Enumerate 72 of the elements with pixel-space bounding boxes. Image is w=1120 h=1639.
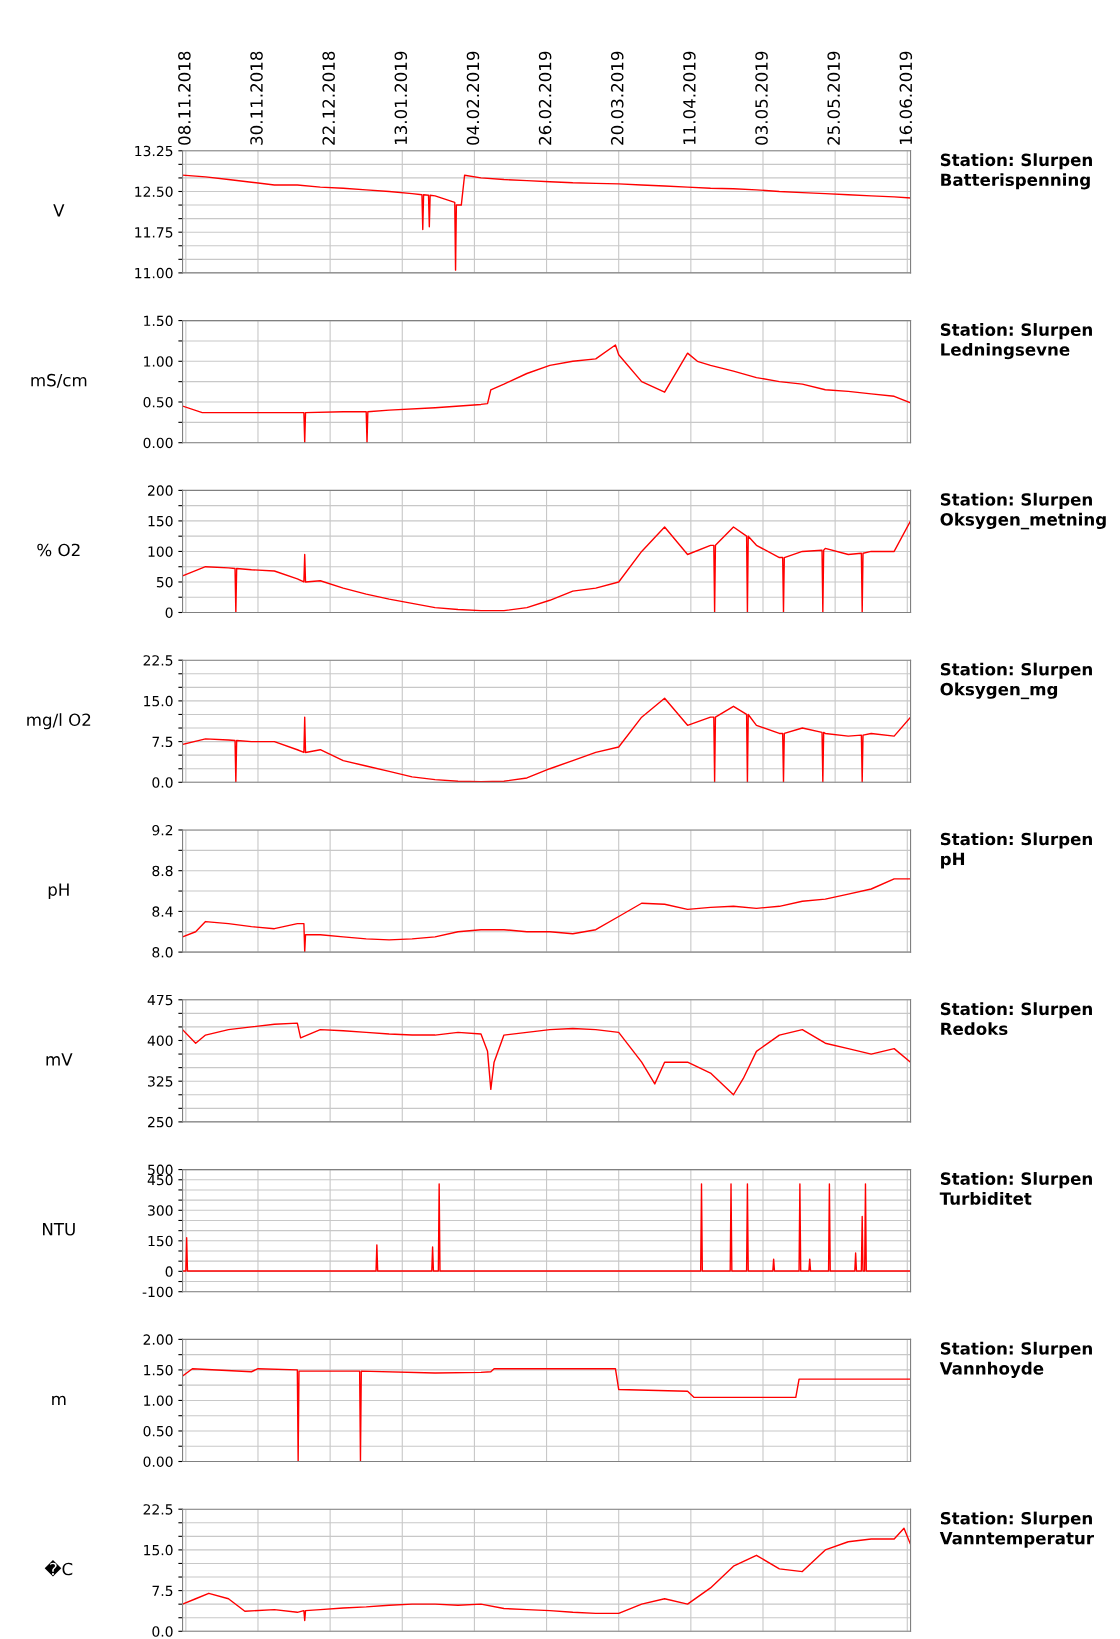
- line-series: [182, 1527, 911, 1622]
- x-tick-label: 03.05.2019: [755, 51, 768, 145]
- y-tick-label: 12.50: [135, 186, 173, 197]
- y-tick-label: 2.00: [143, 1334, 173, 1345]
- x-tick-label: 25.05.2019: [827, 51, 840, 145]
- y-tick-label: 15.0: [144, 695, 173, 707]
- line-series: [182, 1022, 911, 1096]
- text: Station: Slurpen Ledningsevne: [940, 323, 1092, 360]
- y-tick-label: 450: [147, 1174, 173, 1186]
- y-axis-title: V: [53, 204, 65, 217]
- y-axis-title: pH: [48, 883, 69, 900]
- y-tick-label: 0: [165, 1266, 173, 1277]
- x-tick-label: 20.03.2019: [610, 51, 624, 145]
- y-tick-label: 1.00: [144, 1395, 173, 1406]
- y-tick-label: 8.8: [152, 865, 173, 877]
- y-tick-label: -100: [142, 1286, 173, 1298]
- y-tick-label: 0.00: [143, 437, 173, 449]
- y-tick-label: 7.5: [152, 736, 173, 748]
- y-tick-label: 11.00: [135, 267, 173, 279]
- y-tick-label: 1.50: [144, 315, 173, 327]
- y-tick-label: 7.5: [152, 1585, 173, 1597]
- y-tick-label: 50: [156, 576, 173, 588]
- text: Station: Slurpen Batterispenning: [940, 153, 1092, 190]
- y-tick-label: 150: [148, 515, 173, 527]
- line-series: [182, 1183, 911, 1272]
- y-tick-label: 325: [148, 1076, 173, 1087]
- y-axis-title: mg/l O2: [27, 713, 91, 730]
- y-tick-label: 1.00: [144, 356, 173, 367]
- y-tick-label: 0.0: [152, 1626, 173, 1637]
- text: Station: Slurpen pH: [940, 832, 1092, 869]
- y-tick-label: 15.0: [144, 1544, 173, 1556]
- y-tick-label: 0.00: [143, 1456, 173, 1467]
- y-axis-title: NTU: [43, 1223, 75, 1236]
- y-tick-label: 1.50: [144, 1364, 173, 1376]
- y-tick-label: 22.5: [143, 1504, 173, 1515]
- y-axis-title: m: [52, 1395, 66, 1406]
- y-tick-label: 250: [148, 1116, 173, 1128]
- y-tick-label: 0.50: [143, 1425, 173, 1437]
- y-axis-title: mS/cm: [31, 373, 87, 388]
- x-tick-label: 13.01.2019: [394, 51, 408, 145]
- y-tick-label: 8.0: [152, 947, 173, 958]
- y-tick-label: 100: [148, 546, 173, 557]
- y-tick-label: 150: [148, 1235, 173, 1247]
- y-tick-label: 0: [165, 607, 173, 618]
- y-tick-label: 500: [148, 1164, 173, 1176]
- text: Station: Slurpen Oksygen_mg: [940, 662, 1092, 700]
- y-tick-label: 0.50: [143, 396, 173, 408]
- y-axis-title: % O2: [37, 543, 80, 557]
- y-tick-label: 9.2: [152, 824, 173, 836]
- x-tick-label: 16.06.2019: [899, 51, 913, 145]
- text: Station: Slurpen Oksygen_metning: [940, 492, 1106, 530]
- x-tick-label: 30.11.2018: [250, 51, 263, 145]
- y-axis-title: �C: [44, 1559, 73, 1577]
- text: Station: Slurpen Redoks: [940, 1002, 1092, 1036]
- y-tick-label: 0.0: [152, 777, 173, 788]
- text: Station: Slurpen Vanntemperatur: [939, 1511, 1094, 1548]
- x-tick-label: 04.02.2019: [466, 51, 480, 145]
- y-tick-label: 11.75: [135, 227, 173, 238]
- x-tick-label: 11.04.2019: [683, 51, 696, 145]
- y-tick-label: 400: [147, 1035, 173, 1046]
- y-tick-label: 13.25: [135, 145, 173, 157]
- x-tick-label: 08.11.2018: [178, 51, 191, 145]
- x-tick-label: 22.12.2018: [322, 51, 335, 145]
- y-tick-label: 22.5: [143, 655, 173, 666]
- x-tick-label: 26.02.2019: [538, 51, 552, 145]
- text: Station: Slurpen Turbiditet: [939, 1172, 1092, 1205]
- y-tick-label: 300: [148, 1205, 173, 1216]
- y-tick-label: 8.4: [152, 906, 173, 917]
- y-tick-label: 475: [147, 994, 173, 1006]
- text: Station: Slurpen Vannhoyde: [939, 1341, 1092, 1379]
- y-tick-label: 200: [148, 485, 173, 496]
- y-axis-title: mV: [46, 1053, 73, 1066]
